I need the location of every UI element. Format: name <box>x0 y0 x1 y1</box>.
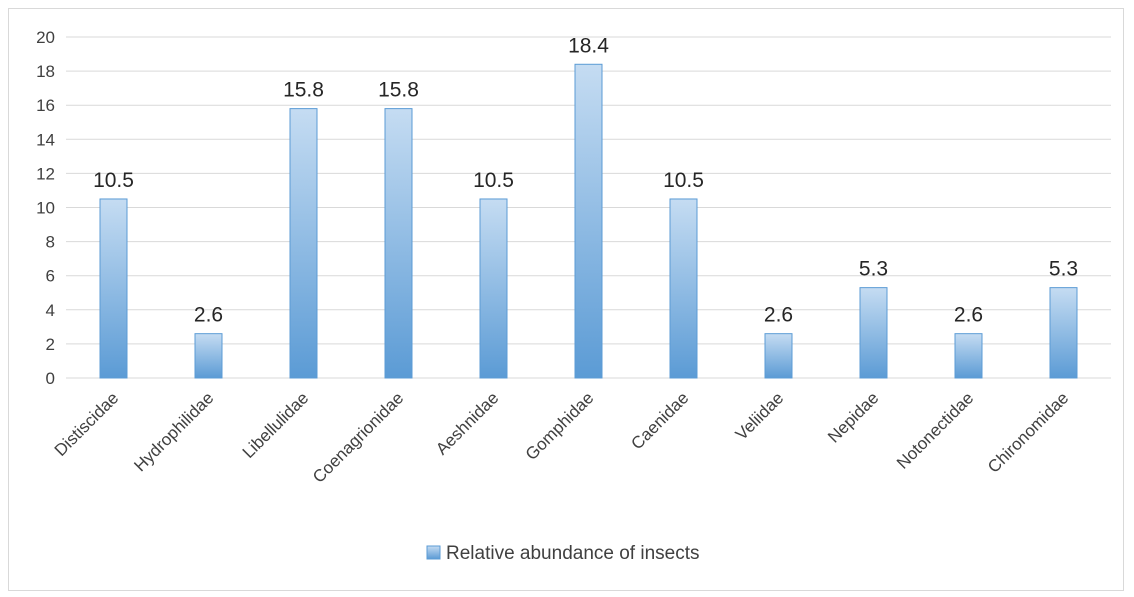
x-axis-category-labels: Distiscidae Hydrophilidae LibellulidaeCoen… <box>51 388 1073 486</box>
bar <box>954 333 983 379</box>
data-label: 15.8 <box>283 79 324 102</box>
y-tick-label: 14 <box>36 130 55 149</box>
y-tick-label: 12 <box>36 164 55 183</box>
data-label: 2.6 <box>954 304 983 327</box>
data-labels: 10.5 2.6 15.8 15.8 10.5 18.4 10.5 2.6 5.3 2.6 5.3 <box>93 34 1078 326</box>
legend-swatch <box>426 545 441 560</box>
bar <box>99 198 128 379</box>
x-tick-label: Coenagrionidae <box>309 388 407 486</box>
bar-chart: 0 2 4 6 8 10 12 14 16 18 20 10.5 2.6 15.8 15.8 10.5 18.… <box>36 28 1111 564</box>
y-tick-label: 6 <box>46 267 55 286</box>
data-label: 5.3 <box>1049 258 1078 281</box>
y-tick-label: 0 <box>46 369 55 388</box>
legend: Relative abundance of insects <box>426 543 700 564</box>
bar <box>384 108 413 379</box>
y-tick-label: 18 <box>36 62 55 81</box>
legend-label: Relative abundance of insects <box>446 543 700 564</box>
x-tick-label: Caenidae <box>627 388 692 453</box>
bars <box>99 63 1078 379</box>
y-axis-tick-labels: 0 2 4 6 8 10 12 14 16 18 20 <box>36 28 55 388</box>
x-tick-label: Gomphidae <box>522 388 598 464</box>
bar <box>574 63 603 379</box>
x-tick-label: Aeshnidae <box>432 388 502 458</box>
y-tick-label: 10 <box>36 199 55 218</box>
bar <box>289 108 318 379</box>
bar <box>194 333 223 379</box>
y-tick-label: 8 <box>46 233 55 252</box>
x-tick-label: Libellulidae <box>239 388 313 462</box>
bar <box>1049 287 1078 379</box>
x-tick-label: Chironomidae <box>984 388 1072 476</box>
data-label: 5.3 <box>859 258 888 281</box>
data-label: 10.5 <box>663 169 704 192</box>
bar <box>479 198 508 379</box>
data-label: 2.6 <box>764 304 793 327</box>
bar <box>669 198 698 379</box>
data-label: 18.4 <box>568 34 609 57</box>
chart-frame: 0 2 4 6 8 10 12 14 16 18 20 10.5 2.6 15.8 15.8 10.5 18.… <box>8 8 1124 591</box>
data-label: 10.5 <box>473 169 514 192</box>
y-tick-label: 20 <box>36 28 55 47</box>
x-tick-label: Notonectidae <box>893 388 977 472</box>
bar <box>859 287 888 379</box>
x-tick-label: Veliidae <box>732 388 788 444</box>
x-tick-label: Hydrophilidae <box>130 388 217 475</box>
x-tick-label: Distiscidae <box>51 388 123 460</box>
y-tick-label: 16 <box>36 96 55 115</box>
bar <box>764 333 793 379</box>
data-label: 15.8 <box>378 79 419 102</box>
data-label: 2.6 <box>194 304 223 327</box>
y-tick-label: 4 <box>46 301 55 320</box>
y-tick-label: 2 <box>46 335 55 354</box>
x-tick-label: Nepidae <box>824 388 882 446</box>
data-label: 10.5 <box>93 169 134 192</box>
